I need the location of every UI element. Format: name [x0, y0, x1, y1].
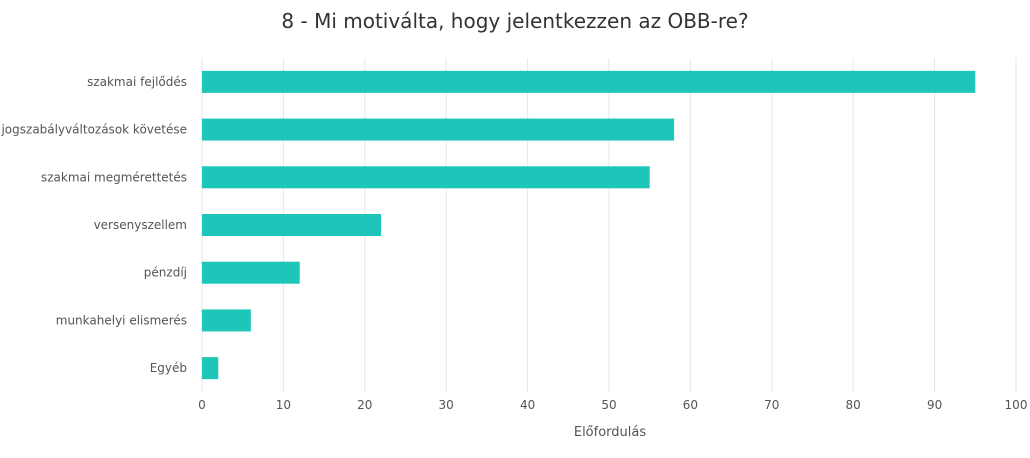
x-axis-title: Előfordulás [574, 425, 646, 440]
category-label: Egyéb [150, 361, 187, 375]
bars [202, 70, 976, 380]
x-tick-label: 100 [1005, 398, 1028, 412]
x-tick-label: 30 [439, 398, 454, 412]
category-label: jogszabályváltozások követése [0, 123, 187, 137]
x-tick-label: 80 [846, 398, 861, 412]
bar[interactable] [202, 118, 675, 141]
bar[interactable] [202, 70, 976, 93]
category-label: pénzdíj [144, 266, 187, 280]
x-tick-label: 70 [764, 398, 779, 412]
bar[interactable] [202, 261, 300, 284]
x-tick-label: 10 [276, 398, 291, 412]
x-tick-label: 60 [683, 398, 698, 412]
x-tick-label: 40 [520, 398, 535, 412]
x-tick-label: 90 [927, 398, 942, 412]
category-labels: szakmai fejlődés jogszabályváltozások köv… [0, 75, 187, 375]
bar[interactable] [202, 166, 650, 189]
x-tick-label: 0 [198, 398, 206, 412]
category-label: szakmai megmérettetés [41, 170, 187, 184]
category-label: versenyszellem [94, 218, 187, 232]
category-label: szakmai fejlődés [87, 75, 187, 89]
bar[interactable] [202, 309, 251, 332]
x-tick-label: 50 [601, 398, 616, 412]
category-label: munkahelyi elismerés [56, 313, 187, 327]
grid-lines [201, 58, 1017, 392]
x-tick-label: 20 [357, 398, 372, 412]
bar[interactable] [202, 357, 219, 380]
bar[interactable] [202, 214, 382, 236]
chart-title: 8 - Mi motiválta, hogy jelentkezzen az O… [281, 9, 748, 33]
x-tick-labels: 0 10 20 30 40 50 60 70 80 90 100 [198, 398, 1027, 412]
